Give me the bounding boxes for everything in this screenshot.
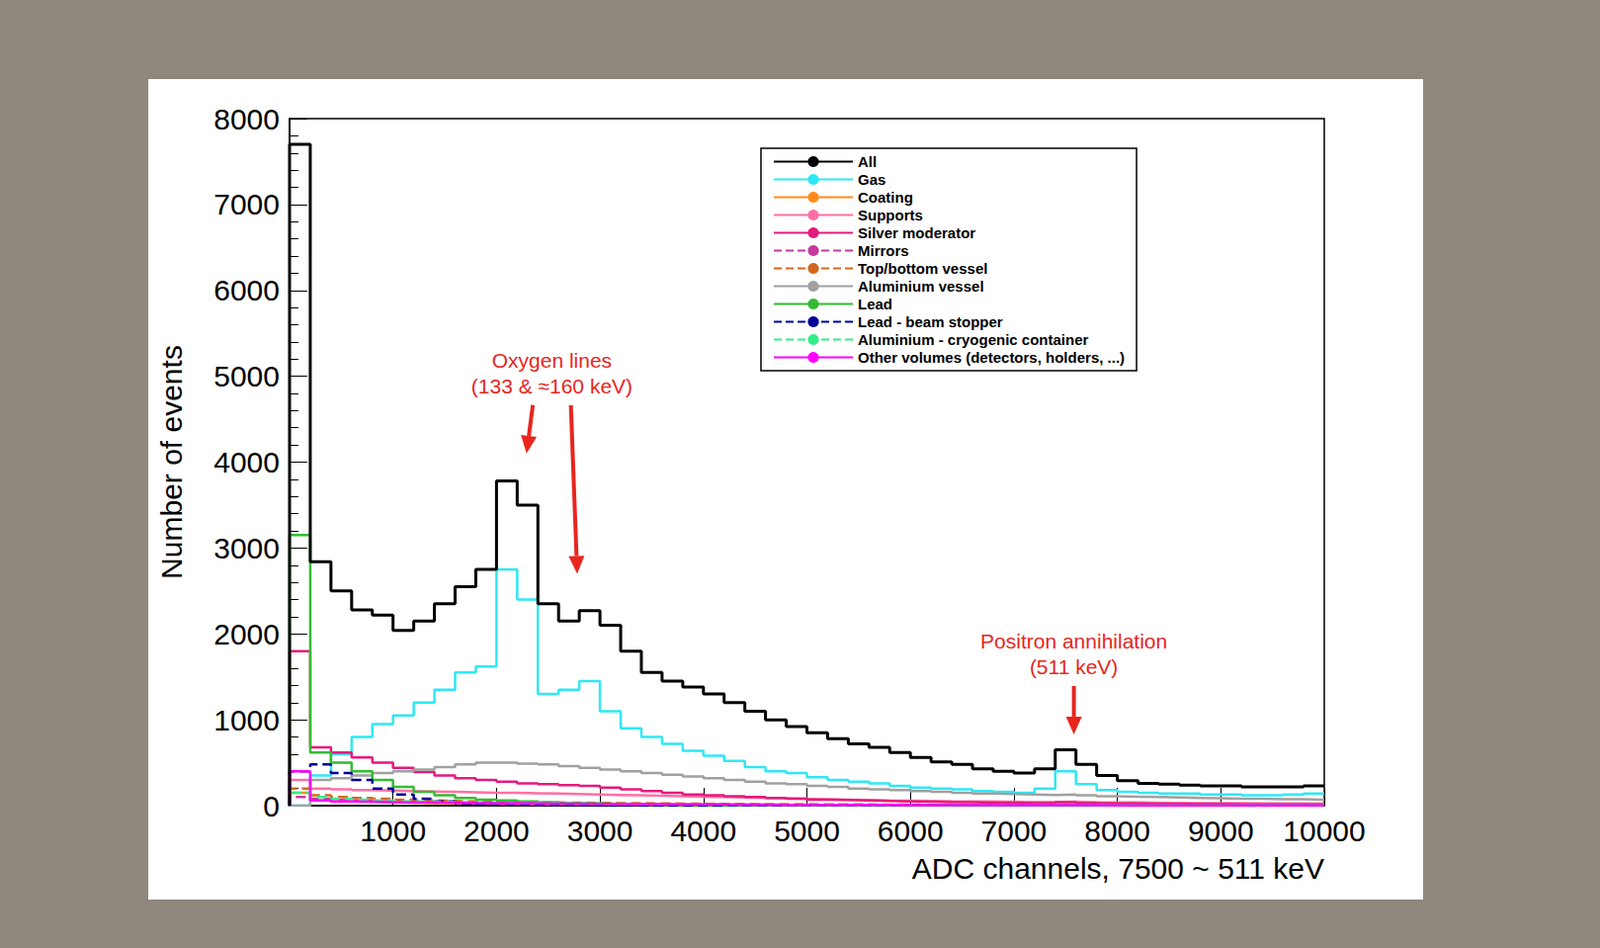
svg-text:ADC channels, 7500 ~ 511 keV: ADC channels, 7500 ~ 511 keV xyxy=(912,851,1325,885)
svg-text:3000: 3000 xyxy=(567,814,634,847)
svg-text:7000: 7000 xyxy=(981,814,1048,847)
svg-text:5000: 5000 xyxy=(213,359,280,393)
svg-text:2000: 2000 xyxy=(213,617,280,651)
svg-text:Coating: Coating xyxy=(857,188,914,206)
svg-text:Aluminium - cryogenic containe: Aluminium - cryogenic container xyxy=(857,331,1090,348)
svg-text:Aluminium vessel: Aluminium vessel xyxy=(857,277,985,295)
svg-text:Top/bottom vessel: Top/bottom vessel xyxy=(857,259,988,277)
svg-text:7000: 7000 xyxy=(213,187,280,221)
svg-text:(133 & ≈160 keV): (133 & ≈160 keV) xyxy=(471,374,633,398)
svg-text:Supports: Supports xyxy=(857,206,924,224)
svg-text:Oxygen lines: Oxygen lines xyxy=(492,348,612,372)
svg-text:9000: 9000 xyxy=(1187,814,1255,847)
svg-text:6000: 6000 xyxy=(877,814,944,847)
svg-text:Positron annihilation: Positron annihilation xyxy=(980,629,1168,653)
svg-text:Silver moderator: Silver moderator xyxy=(857,224,976,242)
svg-text:Mirrors: Mirrors xyxy=(857,242,910,259)
svg-text:All: All xyxy=(857,153,877,170)
svg-text:2000: 2000 xyxy=(463,814,530,847)
svg-text:5000: 5000 xyxy=(773,814,841,847)
svg-text:Lead - beam stopper: Lead - beam stopper xyxy=(857,313,1004,331)
svg-text:8000: 8000 xyxy=(1084,814,1151,847)
svg-text:Lead: Lead xyxy=(857,295,893,313)
svg-text:3000: 3000 xyxy=(213,531,280,565)
svg-text:10000: 10000 xyxy=(1282,814,1365,847)
svg-text:1000: 1000 xyxy=(359,814,426,847)
svg-text:Gas: Gas xyxy=(857,170,886,188)
svg-text:4000: 4000 xyxy=(670,814,737,847)
svg-text:8000: 8000 xyxy=(213,102,280,136)
svg-text:4000: 4000 xyxy=(213,445,280,479)
svg-text:6000: 6000 xyxy=(213,273,280,307)
svg-text:0: 0 xyxy=(262,789,280,823)
svg-text:1000: 1000 xyxy=(213,703,280,737)
svg-text:Other volumes (detectors, hold: Other volumes (detectors, holders, ...) xyxy=(857,348,1125,366)
svg-text:Number of events: Number of events xyxy=(155,344,188,580)
svg-text:(511 keV): (511 keV) xyxy=(1029,655,1119,678)
